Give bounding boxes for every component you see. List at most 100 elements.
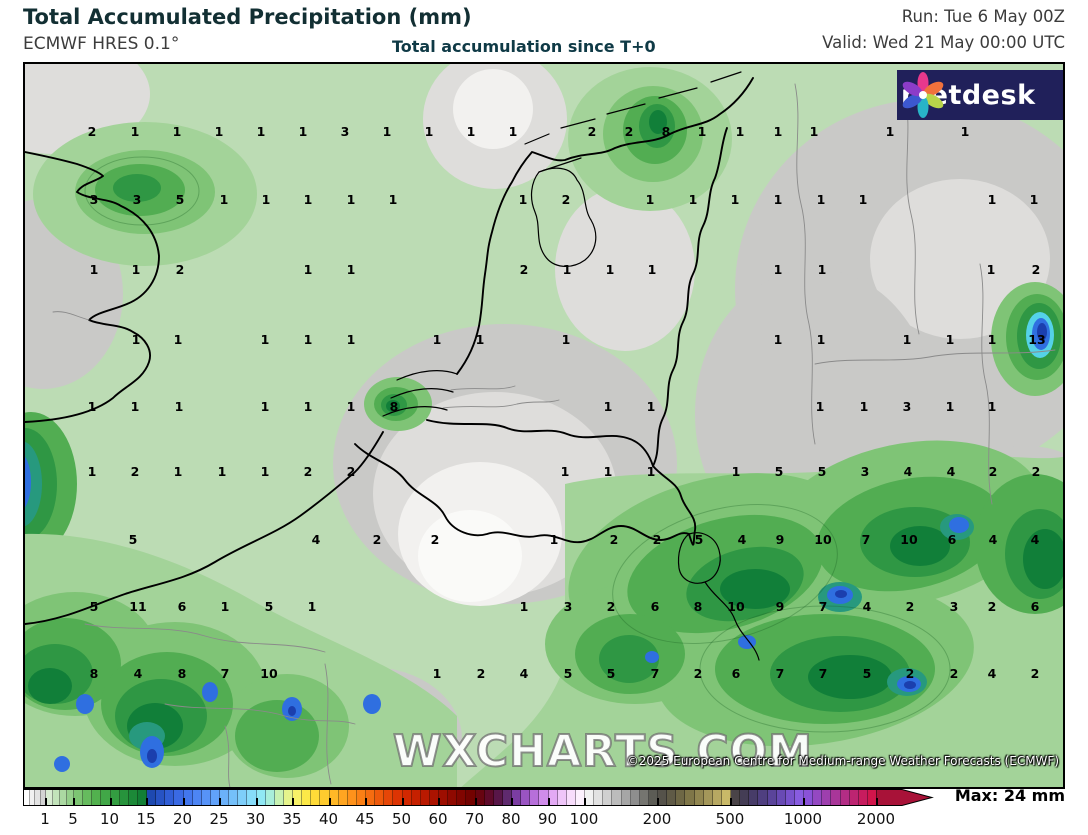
map-value: 4 [311,531,321,547]
legend-cell [375,790,385,805]
legend-cell [813,790,823,805]
legend-cell [703,790,713,805]
metdesk-logo: metdesk [897,70,1063,120]
legend-tick-mark [401,798,404,805]
map-value: 10 [814,531,832,547]
legend-cell [283,790,293,805]
legend-cell [566,790,576,805]
legend-cell [220,790,230,805]
map-value: 1 [260,398,270,414]
map-value: 2 [988,463,998,479]
legend-cell [265,790,275,805]
legend-cell [229,790,239,805]
legend-cell [302,790,312,805]
map-value: 1 [603,463,613,479]
legend-max-label: Max: 24 mm [954,786,1065,805]
map-value: 1 [773,123,783,139]
legend-cell [539,790,549,805]
legend-tick-label: 5 [68,810,78,828]
map-value: 2 [175,261,185,277]
metdesk-flower-icon [902,72,944,118]
map-value: 8 [389,398,399,414]
valid-time-label: Valid: Wed 21 May 00:00 UTC [822,33,1065,52]
map-value: 4 [1030,531,1040,547]
legend-cell [484,790,494,805]
map-value: 1 [432,665,442,681]
legend-cell [293,790,303,805]
legend-cell [83,790,93,805]
map-value: 2 [609,531,619,547]
legend-cell [201,790,211,805]
legend-cell [603,790,613,805]
map-value: 2 [1030,665,1040,681]
legend-cell [393,790,403,805]
map-value: 6 [731,665,741,681]
legend-tick-label: 2000 [856,810,896,828]
legend-cell [402,790,412,805]
map-value: 1 [174,398,184,414]
legend-arrow-tip [876,789,934,806]
map-graphic [25,64,1063,787]
legend-tick-mark [657,798,659,805]
legend-cell [630,790,640,805]
legend-tick-mark [547,798,550,805]
map-value: 10 [260,665,278,681]
legend-cell [366,790,376,805]
legend-cell [165,790,175,805]
legend-cell [493,790,503,805]
legend-tick-label: 70 [464,810,485,828]
legend-cell [24,790,30,805]
map-value: 1 [172,123,182,139]
map-value: 1 [260,331,270,347]
legend-cell [502,790,512,805]
legend-cell [831,790,841,805]
map-value: 1 [987,331,997,347]
legend-cell [794,790,804,805]
legend-cell [137,790,147,805]
map-value: 1 [945,331,955,347]
map-value: 2 [346,463,356,479]
legend-cell [29,790,35,805]
map-value: 1 [382,123,392,139]
map-value: 9 [775,598,785,614]
legend-tick-mark [474,798,477,805]
legend-tick-mark [255,798,258,805]
legend-tick-label: 60 [428,810,448,828]
legend-cell [740,790,750,805]
map-value: 2 [372,531,382,547]
legend-cell [575,790,585,805]
map-value: 1 [303,191,313,207]
map-value: 4 [946,463,956,479]
legend-cell [92,790,102,805]
legend-tick-mark [438,798,440,805]
legend-tick-label: 40 [318,810,339,828]
legend-cell [767,790,777,805]
page-title: Total Accumulated Precipitation (mm) [23,5,472,29]
map-value: 2 [1031,261,1041,277]
legend-cell [849,790,859,805]
map-value: 1 [303,398,313,414]
legend-tick-label: 10 [99,810,120,828]
legend-tick-mark [292,798,294,805]
map-value: 6 [1030,598,1040,614]
map-value: 1 [731,463,741,479]
map-value: 2 [905,665,915,681]
legend-cell [420,790,430,805]
legend-tick-label: 25 [209,810,229,828]
legend-tick-label: 500 [715,810,745,828]
accumulation-subtitle: Total accumulation since T+0 [392,37,656,56]
map-value: 1 [859,398,869,414]
map-value: 5 [89,598,99,614]
map-value: 1 [730,191,740,207]
legend-cell [512,790,522,805]
legend-cell [776,790,786,805]
map-value: 13 [1028,331,1046,347]
legend-cell [639,790,649,805]
map-value: 1 [986,261,996,277]
map-value: 6 [177,598,187,614]
map-value: 1 [89,261,99,277]
legend-cell [320,790,330,805]
legend-cell [858,790,868,805]
legend-cell [466,790,476,805]
